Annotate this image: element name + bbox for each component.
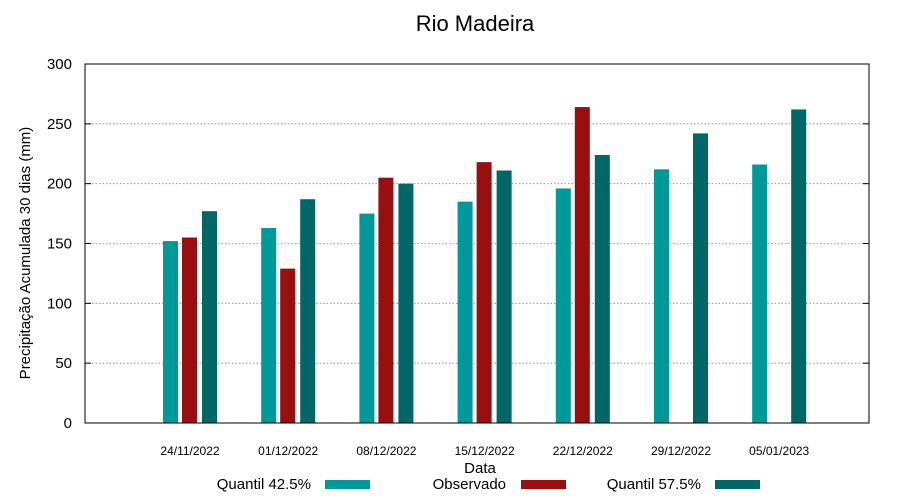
bar-quantil-42-5-6 [752, 164, 768, 423]
bar-quantil-42-5-1 [261, 227, 277, 423]
bar-observado-0 [182, 237, 197, 423]
bar-observado-2 [378, 177, 394, 423]
x-tick-label: 24/11/2022 [160, 444, 219, 458]
y-tick-label: 0 [64, 415, 72, 432]
x-tick-label: 15/12/2022 [455, 444, 515, 458]
x-tick-label: 29/12/2022 [651, 444, 711, 458]
bar-observado-3 [476, 162, 492, 424]
y-tick-label: 50 [55, 355, 72, 372]
bar-quantil-57-5-5 [693, 133, 708, 423]
bar-quantil-42-5-2 [359, 213, 375, 423]
legend-swatch [325, 480, 370, 489]
bar-quantil-57-5-1 [300, 199, 316, 423]
bar-observado-1 [280, 268, 296, 423]
legend-swatch [521, 480, 566, 489]
x-tick-label: 05/01/2023 [749, 444, 809, 458]
x-tick-label: 22/12/2022 [553, 444, 613, 458]
bar-quantil-57-5-3 [496, 170, 512, 423]
legend-swatch [715, 480, 760, 489]
bar-quantil-42-5-3 [457, 201, 473, 423]
y-axis-ticks: 0 50 100 150 200 250 300 [47, 56, 869, 432]
x-tick-label: 01/12/2022 [258, 444, 318, 458]
x-tick-label: 08/12/2022 [356, 444, 416, 458]
y-tick-label: 200 [47, 176, 72, 193]
y-tick-label: 250 [47, 116, 72, 133]
bar-quantil-42-5-5 [654, 169, 669, 423]
y-tick-label: 300 [47, 56, 72, 73]
bar-quantil-42-5-0 [163, 241, 178, 423]
bar-quantil-57-5-2 [398, 183, 414, 423]
bar-quantil-42-5-4 [555, 188, 571, 423]
chart-title: Rio Madeira [416, 11, 535, 36]
bars [163, 107, 807, 424]
legend: Quantil 42.5% Observado Quantil 57.5% [217, 476, 760, 493]
y-tick-label: 100 [47, 295, 72, 312]
x-axis-label: Data [464, 460, 496, 477]
bar-observado-4 [574, 107, 590, 423]
x-axis-ticks: 24/11/2022 01/12/2022 08/12/2022 15/12/2022… [160, 444, 809, 458]
y-tick-label: 150 [47, 236, 72, 253]
legend-label: Quantil 42.5% [217, 476, 311, 493]
bar-quantil-57-5-4 [594, 154, 610, 424]
bar-quantil-57-5-6 [791, 109, 807, 424]
legend-label: Observado [433, 476, 506, 493]
bar-quantil-57-5-0 [202, 211, 217, 423]
y-axis-label: Precipitação Acumulada 30 dias (mm) [17, 127, 34, 380]
legend-label: Quantil 57.5% [607, 476, 701, 493]
